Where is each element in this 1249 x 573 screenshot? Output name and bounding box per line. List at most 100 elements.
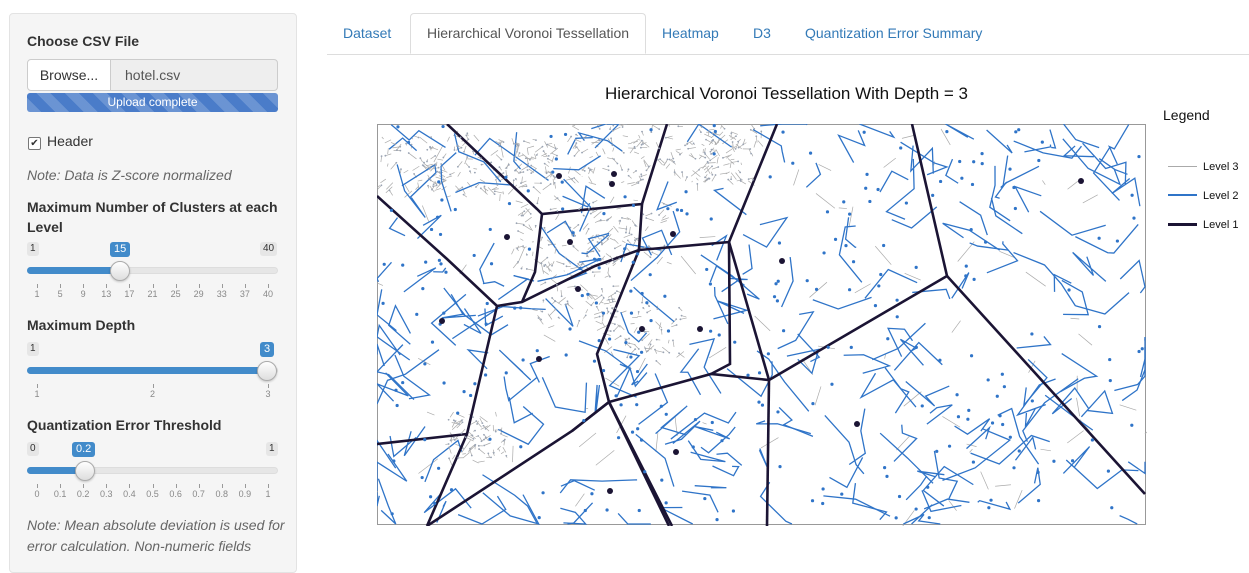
level3-point: [481, 440, 483, 442]
level2-point: [561, 207, 564, 210]
slider-tick: [83, 284, 84, 288]
level2-point: [1041, 140, 1044, 143]
level3-point: [636, 238, 638, 240]
level2-point: [1130, 424, 1133, 427]
tab-heatmap[interactable]: Heatmap: [646, 13, 735, 53]
level3-point: [612, 130, 614, 132]
level2-point: [1132, 217, 1135, 220]
level2-point: [439, 262, 442, 265]
slider-tick-label: 0.1: [54, 489, 67, 499]
level3-point: [663, 203, 665, 205]
level3-point: [471, 455, 473, 457]
level3-point: [506, 167, 508, 169]
slider-tick: [268, 384, 269, 388]
level3-point: [499, 145, 501, 147]
level2-point: [636, 370, 639, 373]
level3-point: [710, 153, 712, 155]
level3-point: [548, 155, 550, 157]
level2-point: [980, 152, 983, 155]
level3-point: [566, 265, 568, 267]
level2-point: [703, 497, 706, 500]
level3-point: [517, 261, 519, 263]
level2-point: [782, 329, 785, 332]
level2-point: [848, 213, 851, 216]
level3-point: [448, 419, 450, 421]
level2-point: [629, 289, 632, 292]
level3-point: [738, 147, 740, 149]
level2-point: [705, 268, 708, 271]
level1-point: [556, 173, 562, 179]
level2-point: [882, 244, 885, 247]
level2-point: [1098, 325, 1101, 328]
level2-point: [868, 200, 871, 203]
level2-point: [462, 390, 465, 393]
level3-point: [661, 329, 663, 331]
level3-point: [461, 147, 463, 149]
level3-point: [551, 297, 553, 299]
level3-point: [709, 159, 711, 161]
level3-point: [648, 245, 650, 247]
level2-point: [1031, 399, 1034, 402]
slider-tick-label: 2: [150, 389, 155, 399]
level2-point: [1018, 449, 1021, 452]
level2-point: [401, 381, 404, 384]
level3-point: [602, 315, 604, 317]
level2-point: [635, 403, 638, 406]
slider-tick: [60, 484, 61, 488]
level3-point: [608, 169, 610, 171]
tab-d3[interactable]: D3: [737, 13, 787, 53]
level2-point: [484, 373, 487, 376]
qe-slider-handle[interactable]: [75, 461, 95, 481]
level2-point: [815, 288, 818, 291]
level2-point: [1001, 423, 1004, 426]
level3-point: [638, 311, 640, 313]
level2-point: [536, 349, 539, 352]
tab-hvt[interactable]: Hierarchical Voronoi Tessellation: [410, 13, 646, 54]
level3-point: [394, 143, 396, 145]
error-note: Note: Mean absolute deviation is used fo…: [27, 515, 289, 557]
level2-point: [822, 251, 825, 254]
header-checkbox[interactable]: ✔: [28, 137, 41, 150]
level3-point: [752, 179, 754, 181]
level2-point: [541, 491, 544, 494]
level2-point: [685, 212, 688, 215]
level3-point: [460, 137, 462, 139]
level2-point: [521, 358, 524, 361]
tab-qe-summary[interactable]: Quantization Error Summary: [789, 13, 998, 53]
file-name-field[interactable]: hotel.csv: [110, 59, 278, 91]
slider-tick: [37, 384, 38, 388]
slider-tick: [245, 484, 246, 488]
level3-point: [640, 147, 642, 149]
level3-point: [598, 140, 600, 142]
level3-point: [592, 250, 594, 252]
level2-point: [778, 241, 781, 244]
tab-dataset[interactable]: Dataset: [327, 13, 407, 53]
level3-point: [646, 312, 648, 314]
level3-point: [400, 168, 402, 170]
level2-point: [632, 261, 635, 264]
level3-point: [610, 312, 612, 314]
level3-point: [499, 166, 501, 168]
level3-point: [557, 197, 559, 199]
level3-point: [440, 182, 442, 184]
slider-tick: [153, 484, 154, 488]
level2-point: [989, 499, 992, 502]
file-input-label: Choose CSV File: [27, 33, 139, 49]
clusters-slider-handle[interactable]: [110, 261, 130, 281]
level3-point: [615, 307, 617, 309]
level2-point: [629, 355, 632, 358]
level3-point: [610, 330, 612, 332]
level3-point: [418, 137, 420, 139]
level3-point: [606, 307, 608, 309]
level2-point: [649, 319, 652, 322]
slider-tick: [129, 484, 130, 488]
level3-point: [503, 172, 505, 174]
browse-button[interactable]: Browse...: [27, 59, 111, 91]
level3-point: [545, 177, 547, 179]
level2-point: [996, 395, 999, 398]
level3-point: [650, 131, 652, 133]
level3-point: [625, 232, 627, 234]
depth-slider-handle[interactable]: [257, 361, 277, 381]
level3-point: [454, 149, 456, 151]
level3-point: [540, 319, 542, 321]
